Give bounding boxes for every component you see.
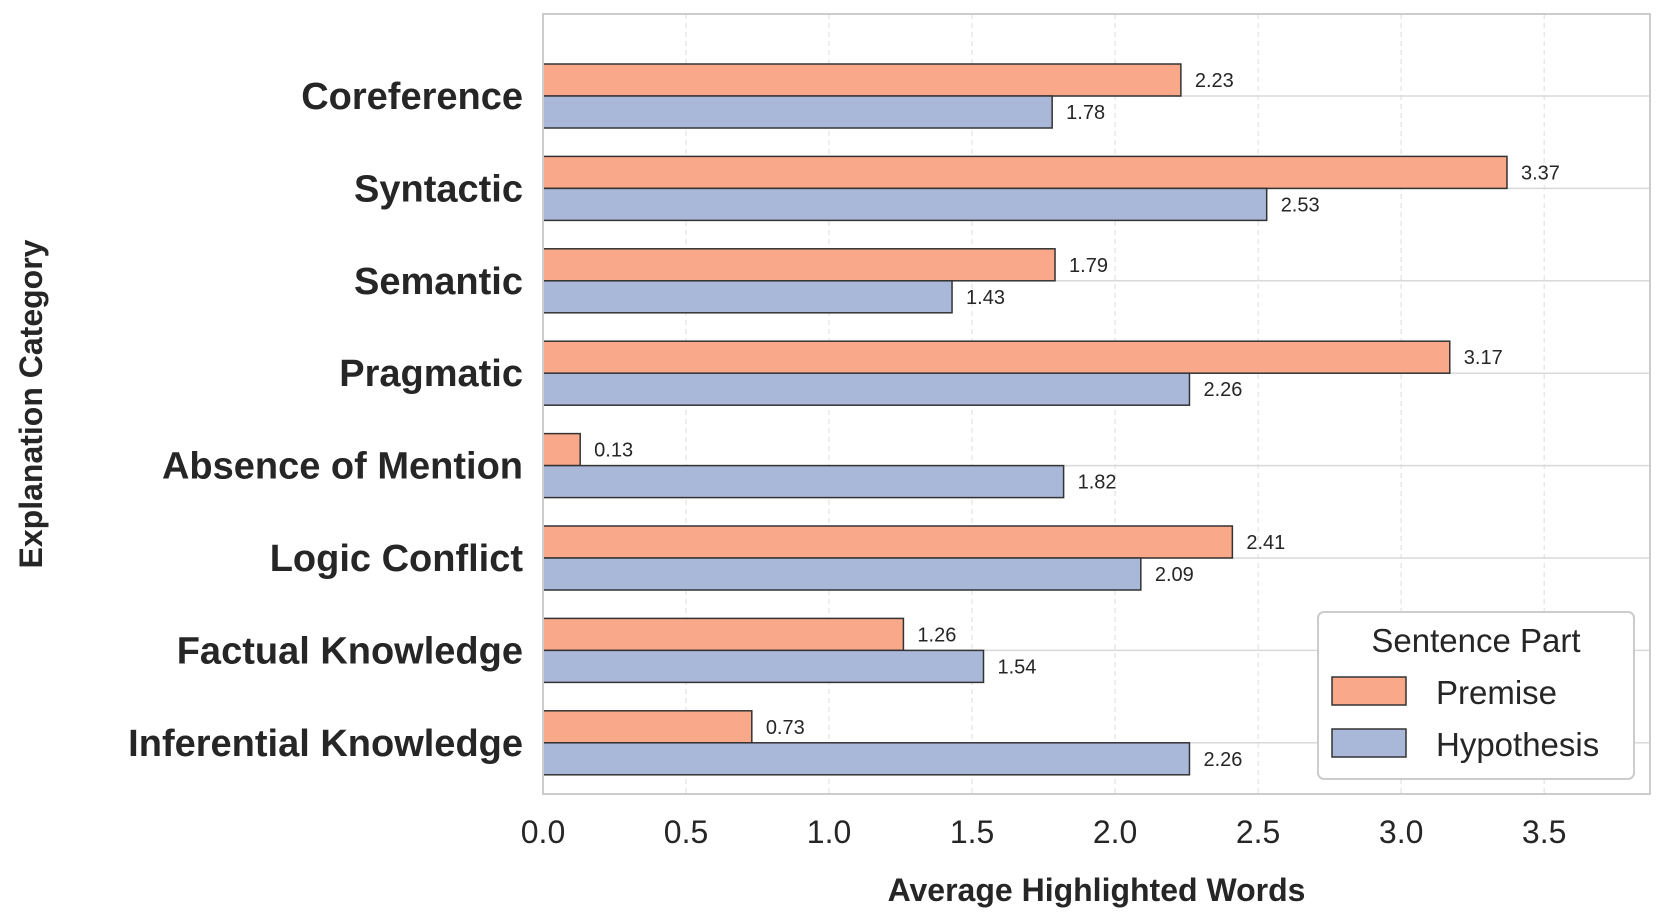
- bar-premise-inferential-knowledge: [542, 710, 753, 744]
- bar-premise-factual-knowledge: [542, 617, 905, 652]
- plot-border: [542, 13, 1651, 795]
- value-label-premise-syntactic: 3.37: [1521, 162, 1560, 184]
- bar-hypothesis-pragmatic: [542, 372, 1191, 406]
- value-label-premise-absence-of-mention: 0.13: [594, 440, 633, 462]
- category-label-factual-knowledge: Factual Knowledge: [177, 630, 523, 672]
- axes-layer: Coreference Syntactic Semantic Pragmatic Abs…: [13, 13, 1651, 908]
- legend-label-premise: Premise: [1436, 674, 1557, 711]
- value-label-hypothesis-pragmatic: 2.26: [1203, 379, 1242, 401]
- category-label-syntactic: Syntactic: [354, 168, 523, 210]
- value-label-premise-pragmatic: 3.17: [1464, 347, 1503, 369]
- category-label-coreference: Coreference: [301, 76, 523, 118]
- value-label-hypothesis-coreference: 1.78: [1066, 102, 1105, 124]
- value-label-premise-logic-conflict: 2.41: [1246, 532, 1285, 554]
- bar-premise-absence-of-mention: [542, 432, 581, 467]
- bar-premise-semantic: [542, 248, 1056, 282]
- value-label-premise-inferential-knowledge: 0.73: [766, 717, 805, 739]
- bar-hypothesis-semantic: [542, 280, 953, 314]
- value-label-hypothesis-factual-knowledge: 1.54: [998, 656, 1037, 678]
- bar-hypothesis-inferential-knowledge: [542, 742, 1191, 776]
- legend-label-hypothesis: Hypothesis: [1436, 726, 1599, 763]
- legend-swatch-premise: [1331, 676, 1407, 706]
- x-tick-label: 2.5: [1236, 814, 1280, 850]
- value-label-hypothesis-absence-of-mention: 1.82: [1078, 472, 1117, 494]
- x-axis-title: Average Highlighted Words: [888, 872, 1306, 908]
- y-axis-title: Explanation Category: [13, 239, 49, 568]
- x-tick-label: 3.0: [1379, 814, 1423, 850]
- bar-hypothesis-factual-knowledge: [542, 649, 985, 684]
- bars-layer: [542, 63, 1508, 776]
- category-label-absence-of-mention: Absence of Mention: [162, 446, 523, 488]
- bar-hypothesis-coreference: [542, 95, 1053, 129]
- category-label-logic-conflict: Logic Conflict: [270, 538, 524, 580]
- value-label-hypothesis-semantic: 1.43: [966, 287, 1005, 309]
- x-tick-label: 3.5: [1522, 814, 1566, 850]
- x-tick-label: 0.5: [664, 814, 708, 850]
- legend-swatch-hypothesis: [1331, 728, 1407, 758]
- bar-premise-syntactic: [542, 155, 1508, 190]
- value-label-premise-factual-knowledge: 1.26: [917, 624, 956, 646]
- value-label-hypothesis-syntactic: 2.53: [1281, 194, 1320, 216]
- x-tick-label: 2.0: [1093, 814, 1137, 850]
- category-label-semantic: Semantic: [354, 261, 523, 303]
- value-label-premise-semantic: 1.79: [1069, 255, 1108, 277]
- value-label-premise-coreference: 2.23: [1195, 70, 1234, 92]
- bar-hypothesis-logic-conflict: [542, 557, 1142, 591]
- value-label-hypothesis-inferential-knowledge: 2.26: [1203, 749, 1242, 771]
- bar-premise-logic-conflict: [542, 525, 1234, 559]
- value-label-hypothesis-logic-conflict: 2.09: [1155, 564, 1194, 586]
- legend-title: Sentence Part: [1371, 622, 1580, 659]
- x-tick-label: 1.0: [807, 814, 851, 850]
- legend: Sentence Part Premise Hypothesis: [1317, 611, 1635, 780]
- value-labels-layer: 2.23 1.78 3.37 2.53 1.79 1.43 3.17 2.26 0.13 1.82…: [594, 70, 1560, 771]
- category-label-pragmatic: Pragmatic: [339, 353, 523, 395]
- bar-hypothesis-absence-of-mention: [542, 464, 1065, 499]
- bar-premise-pragmatic: [542, 340, 1451, 374]
- category-label-inferential-knowledge: Inferential Knowledge: [128, 723, 523, 765]
- bar-premise-coreference: [542, 63, 1182, 97]
- x-tick-label: 0.0: [521, 814, 565, 850]
- x-tick-label: 1.5: [950, 814, 994, 850]
- bar-hypothesis-syntactic: [542, 187, 1268, 222]
